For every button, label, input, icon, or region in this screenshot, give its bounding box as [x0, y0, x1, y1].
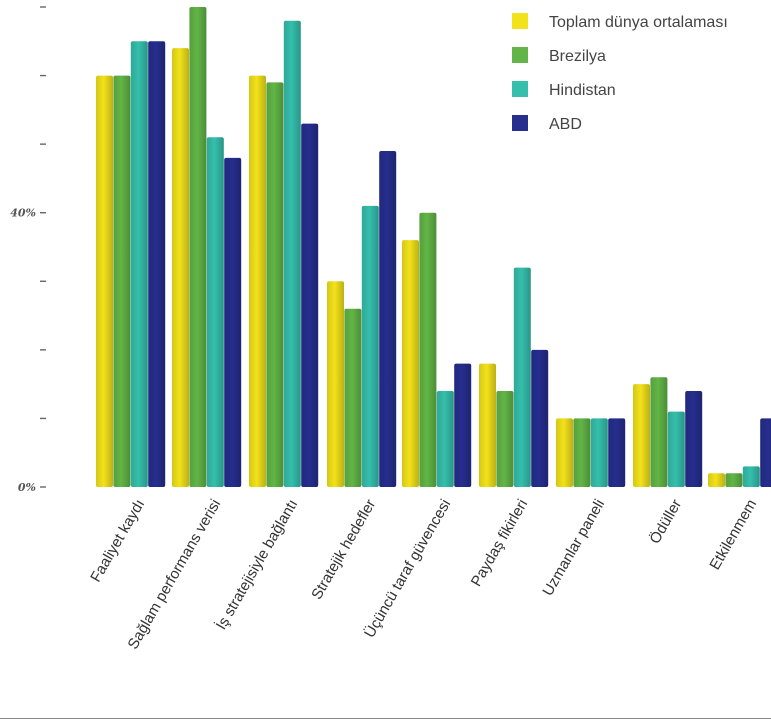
bar: [402, 240, 419, 487]
bar: [379, 151, 397, 487]
bar: [436, 391, 454, 487]
bar: [725, 473, 743, 487]
bar: [573, 418, 591, 487]
bar: [344, 308, 362, 487]
bar: [496, 391, 514, 487]
bar: [206, 137, 224, 488]
bar: [479, 363, 496, 487]
bar: [172, 48, 189, 488]
legend-swatch: [512, 81, 528, 97]
category-label: Etkilenmem: [706, 497, 760, 573]
category-label: Uzmanlar paneli: [539, 497, 608, 599]
bar: [590, 418, 608, 487]
legend-label: Hindistan: [549, 82, 616, 99]
category-label: Ödüller: [645, 496, 685, 547]
bar: [301, 123, 319, 488]
category-label: Paydaş fikirleri: [468, 497, 531, 590]
bar: [708, 473, 725, 487]
bar: [760, 418, 771, 487]
bar: [249, 75, 266, 488]
bottom-divider: [0, 718, 771, 719]
bar: [189, 7, 207, 487]
bar: [667, 411, 685, 487]
legend-label: Toplam dünya ortalaması: [549, 14, 728, 31]
bar: [513, 267, 531, 487]
bars: [96, 7, 771, 488]
category-label: Faaliyet kaydı: [87, 497, 148, 586]
bar: [608, 418, 626, 487]
category-label: Üçüncü taraf güvencesi: [360, 496, 454, 641]
bar: [531, 349, 549, 487]
bar: [224, 157, 242, 487]
legend-label: Brezilya: [549, 48, 606, 65]
bar: [650, 377, 668, 487]
y-axis: 0% 40%: [10, 6, 46, 494]
bar: [556, 418, 573, 487]
legend-label: ABD: [549, 116, 582, 133]
bar: [148, 41, 166, 488]
legend: Toplam dünya ortalaması Brezilya Hindistan…: [512, 13, 728, 133]
y-tick-label: 0%: [18, 481, 36, 494]
bar: [266, 82, 284, 487]
bar: [283, 20, 301, 487]
legend-swatch: [512, 115, 528, 131]
bar: [130, 41, 148, 488]
bar: [361, 205, 379, 487]
y-tick-label: 40%: [10, 207, 36, 220]
bar: [113, 75, 131, 488]
bar: [419, 212, 437, 487]
category-label: İş stratejisiyle bağlantı: [212, 496, 301, 633]
bar: [633, 384, 650, 487]
legend-swatch: [512, 47, 528, 63]
bar: [96, 75, 113, 488]
category-label: Stratejik hedefler: [308, 496, 379, 602]
bar: [685, 391, 703, 487]
bar: [742, 466, 760, 487]
bar: [454, 363, 472, 487]
legend-swatch: [512, 13, 528, 29]
bar: [327, 281, 344, 487]
